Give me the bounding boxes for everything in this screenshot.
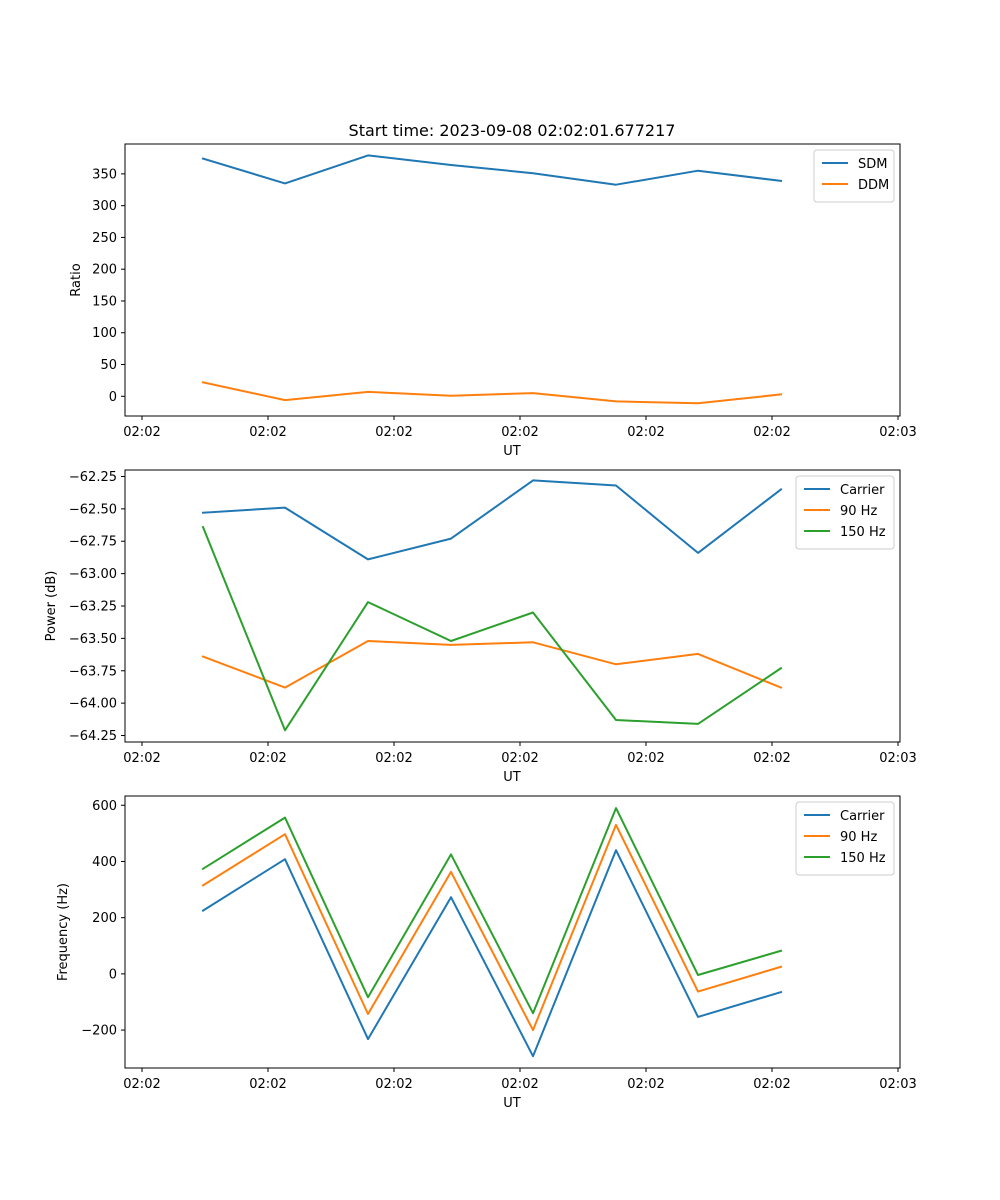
x-tick-label: 02:02	[249, 1077, 286, 1092]
y-tick-label: 100	[92, 326, 117, 341]
legend-label: 90 Hz	[840, 504, 877, 519]
y-tick-label: 200	[92, 911, 117, 926]
y-tick-label: 50	[100, 358, 117, 373]
x-tick-label: 02:02	[375, 1077, 412, 1092]
x-tick-label: 02:02	[249, 751, 286, 766]
x-tick-label: 02:03	[879, 751, 916, 766]
y-tick-label: −200	[81, 1024, 117, 1039]
y-axis-label: Ratio	[69, 263, 84, 296]
legend: SDM DDM	[813, 149, 895, 203]
legend-label: DDM	[858, 178, 889, 193]
chart-panel-3: 02:02 02:02 02:02 02:02 02:02 02:02 02:03 UT −20…	[56, 795, 917, 1111]
legend-label: 90 Hz	[840, 830, 877, 845]
figure-title: Start time: 2023-09-08 02:02:01.677217	[349, 121, 676, 140]
x-tick-label: 02:02	[627, 1077, 664, 1092]
legend-label: Carrier	[840, 483, 885, 498]
x-tick-label: 02:02	[249, 425, 286, 440]
x-tick-label: 02:02	[753, 1077, 790, 1092]
x-axis-label: UT	[503, 1096, 521, 1111]
y-tick-label: 0	[109, 390, 117, 405]
series-line-sdm	[201, 154, 783, 186]
legend-label: Carrier	[840, 809, 885, 824]
y-tick-label: −63.00	[69, 567, 117, 582]
y-tick-label: −62.50	[69, 502, 117, 517]
x-tick-label: 02:02	[375, 751, 412, 766]
legend: Carrier 90 Hz 150 Hz	[795, 801, 895, 876]
y-tick-label: −62.25	[69, 470, 117, 485]
series-line-150-hz	[201, 525, 783, 732]
y-tick-label: −62.75	[69, 535, 117, 550]
x-tick-label: 02:02	[375, 425, 412, 440]
chart-panel-1: 02:02 02:02 02:02 02:02 02:02 02:02 02:03 UT 0 50…	[69, 143, 917, 459]
legend: Carrier 90 Hz 150 Hz	[795, 475, 895, 550]
series-line-carrier	[201, 849, 783, 1058]
series-line-carrier	[201, 479, 783, 561]
y-tick-label: 300	[92, 199, 117, 214]
x-tick-label: 02:02	[123, 1077, 160, 1092]
axes-frame	[124, 795, 901, 1069]
series-line-90-hz	[201, 640, 783, 689]
x-tick-label: 02:02	[627, 751, 664, 766]
axes-frame	[124, 143, 901, 417]
y-tick-label: 150	[92, 294, 117, 309]
y-tick-label: 600	[92, 799, 117, 814]
x-tick-label: 02:03	[879, 1077, 916, 1092]
x-tick-label: 02:02	[501, 425, 538, 440]
y-tick-label: 0	[109, 967, 117, 982]
panels: 02:02 02:02 02:02 02:02 02:02 02:02 02:03 UT 0 50…	[44, 143, 917, 1111]
x-tick-label: 02:02	[501, 751, 538, 766]
x-tick-label: 02:02	[501, 1077, 538, 1092]
y-tick-label: −63.25	[69, 600, 117, 615]
legend-label: 150 Hz	[840, 851, 886, 866]
y-tick-label: 250	[92, 231, 117, 246]
y-tick-label: 200	[92, 263, 117, 278]
y-tick-label: −64.25	[69, 729, 117, 744]
x-tick-label: 02:02	[753, 425, 790, 440]
series-line-90-hz	[201, 823, 783, 1032]
x-tick-label: 02:02	[753, 751, 790, 766]
y-tick-label: −63.75	[69, 664, 117, 679]
x-tick-label: 02:02	[123, 425, 160, 440]
chart-panel-2: 02:02 02:02 02:02 02:02 02:02 02:02 02:03 UT −64…	[44, 469, 917, 785]
x-tick-label: 02:03	[879, 425, 916, 440]
y-tick-label: −63.50	[69, 632, 117, 647]
y-axis-label: Frequency (Hz)	[56, 883, 71, 981]
x-axis-label: UT	[503, 770, 521, 785]
legend-label: 150 Hz	[840, 525, 886, 540]
y-tick-label: 400	[92, 855, 117, 870]
y-axis-label: Power (dB)	[44, 571, 59, 642]
legend-label: SDM	[858, 157, 887, 172]
x-tick-label: 02:02	[627, 425, 664, 440]
x-tick-label: 02:02	[123, 751, 160, 766]
y-tick-label: 350	[92, 167, 117, 182]
y-tick-label: −64.00	[69, 697, 117, 712]
x-axis-label: UT	[503, 444, 521, 459]
series-line-ddm	[201, 381, 783, 405]
series-line-150-hz	[201, 807, 783, 1015]
